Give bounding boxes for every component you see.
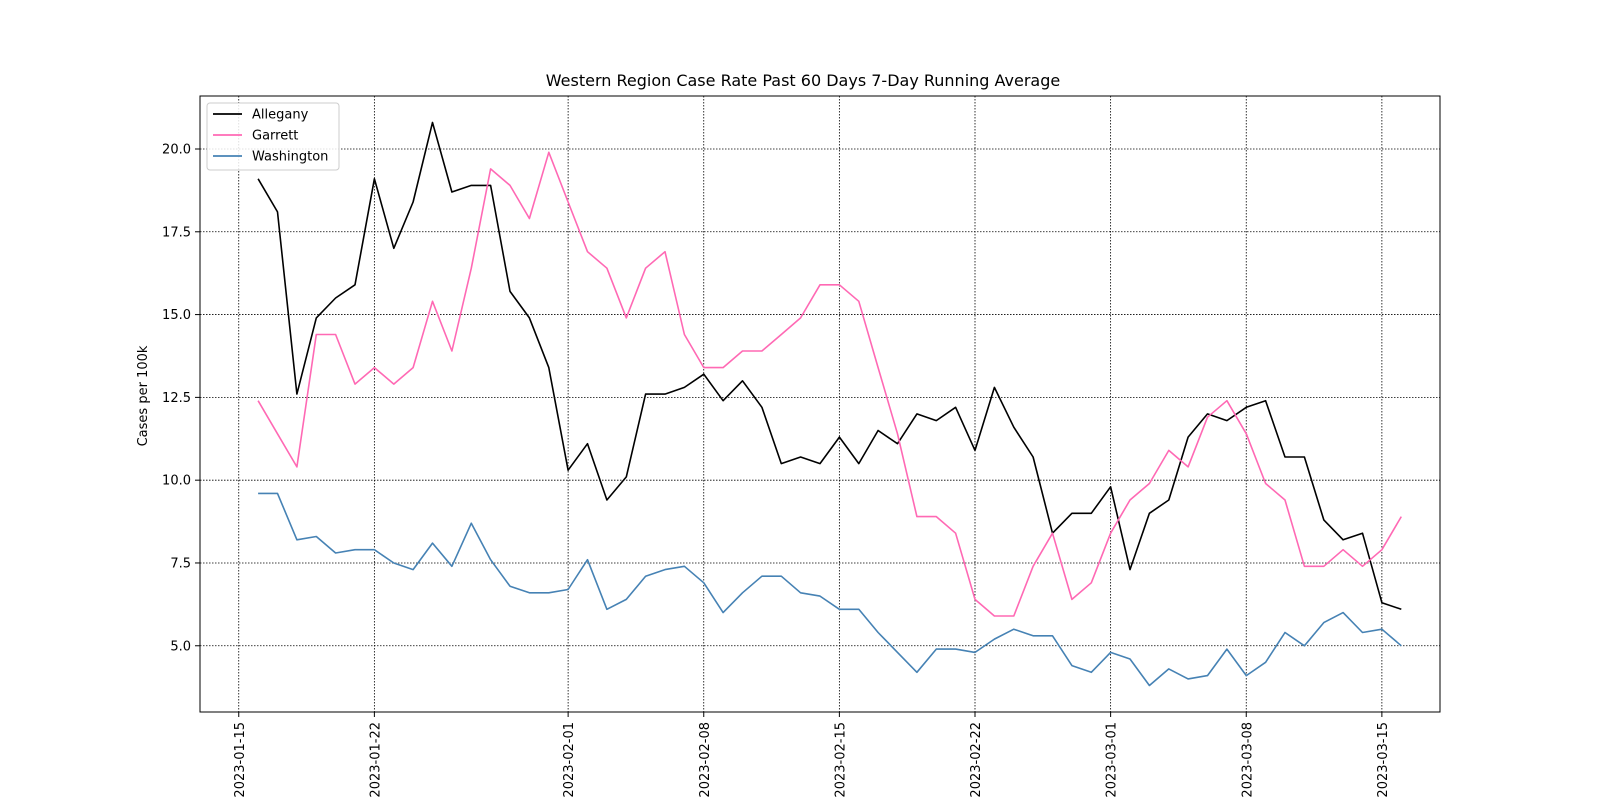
grid [200,96,1440,712]
y-tick-label: 12.5 [162,391,191,406]
legend: Allegany Garrett Washington [206,102,340,171]
y-tick-label: 10.0 [162,474,191,489]
series-group [257,121,1402,687]
series-line-washington [258,492,1402,687]
y-tick-label: 7.5 [170,556,191,571]
legend-box [206,102,340,171]
x-tick-label: 2023-02-15 [833,722,848,798]
x-tick-label: 2023-02-08 [698,722,713,798]
x-tick-label: 2023-03-01 [1105,722,1120,798]
series-line-garrett [257,151,1402,617]
y-tick-label: 15.0 [162,308,191,323]
legend-label-garrett: Garrett [252,129,298,144]
x-tick-label: 2023-02-22 [969,722,984,798]
chart-title: Western Region Case Rate Past 60 Days 7-… [546,71,1060,90]
plot-area-frame [199,95,1441,713]
legend-label-allegany: Allegany [252,108,309,123]
x-tick-label: 2023-03-15 [1376,722,1391,798]
series-line-allegany [257,121,1402,611]
x-tick-label: 2023-01-15 [233,722,248,798]
y-tick-label: 20.0 [162,142,191,157]
legend-label-washington: Washington [252,150,328,165]
y-tick-label: 5.0 [170,639,191,654]
axis-ticks: 2023-01-15 2023-01-22 2023-02-01 2023-02-08… [162,142,1391,797]
y-axis-label: Cases per 100k [136,345,151,446]
x-tick-label: 2023-01-22 [368,722,383,798]
x-tick-label: 2023-03-08 [1240,722,1255,798]
x-tick-label: 2023-02-01 [562,722,577,798]
y-tick-label: 17.5 [162,225,191,240]
